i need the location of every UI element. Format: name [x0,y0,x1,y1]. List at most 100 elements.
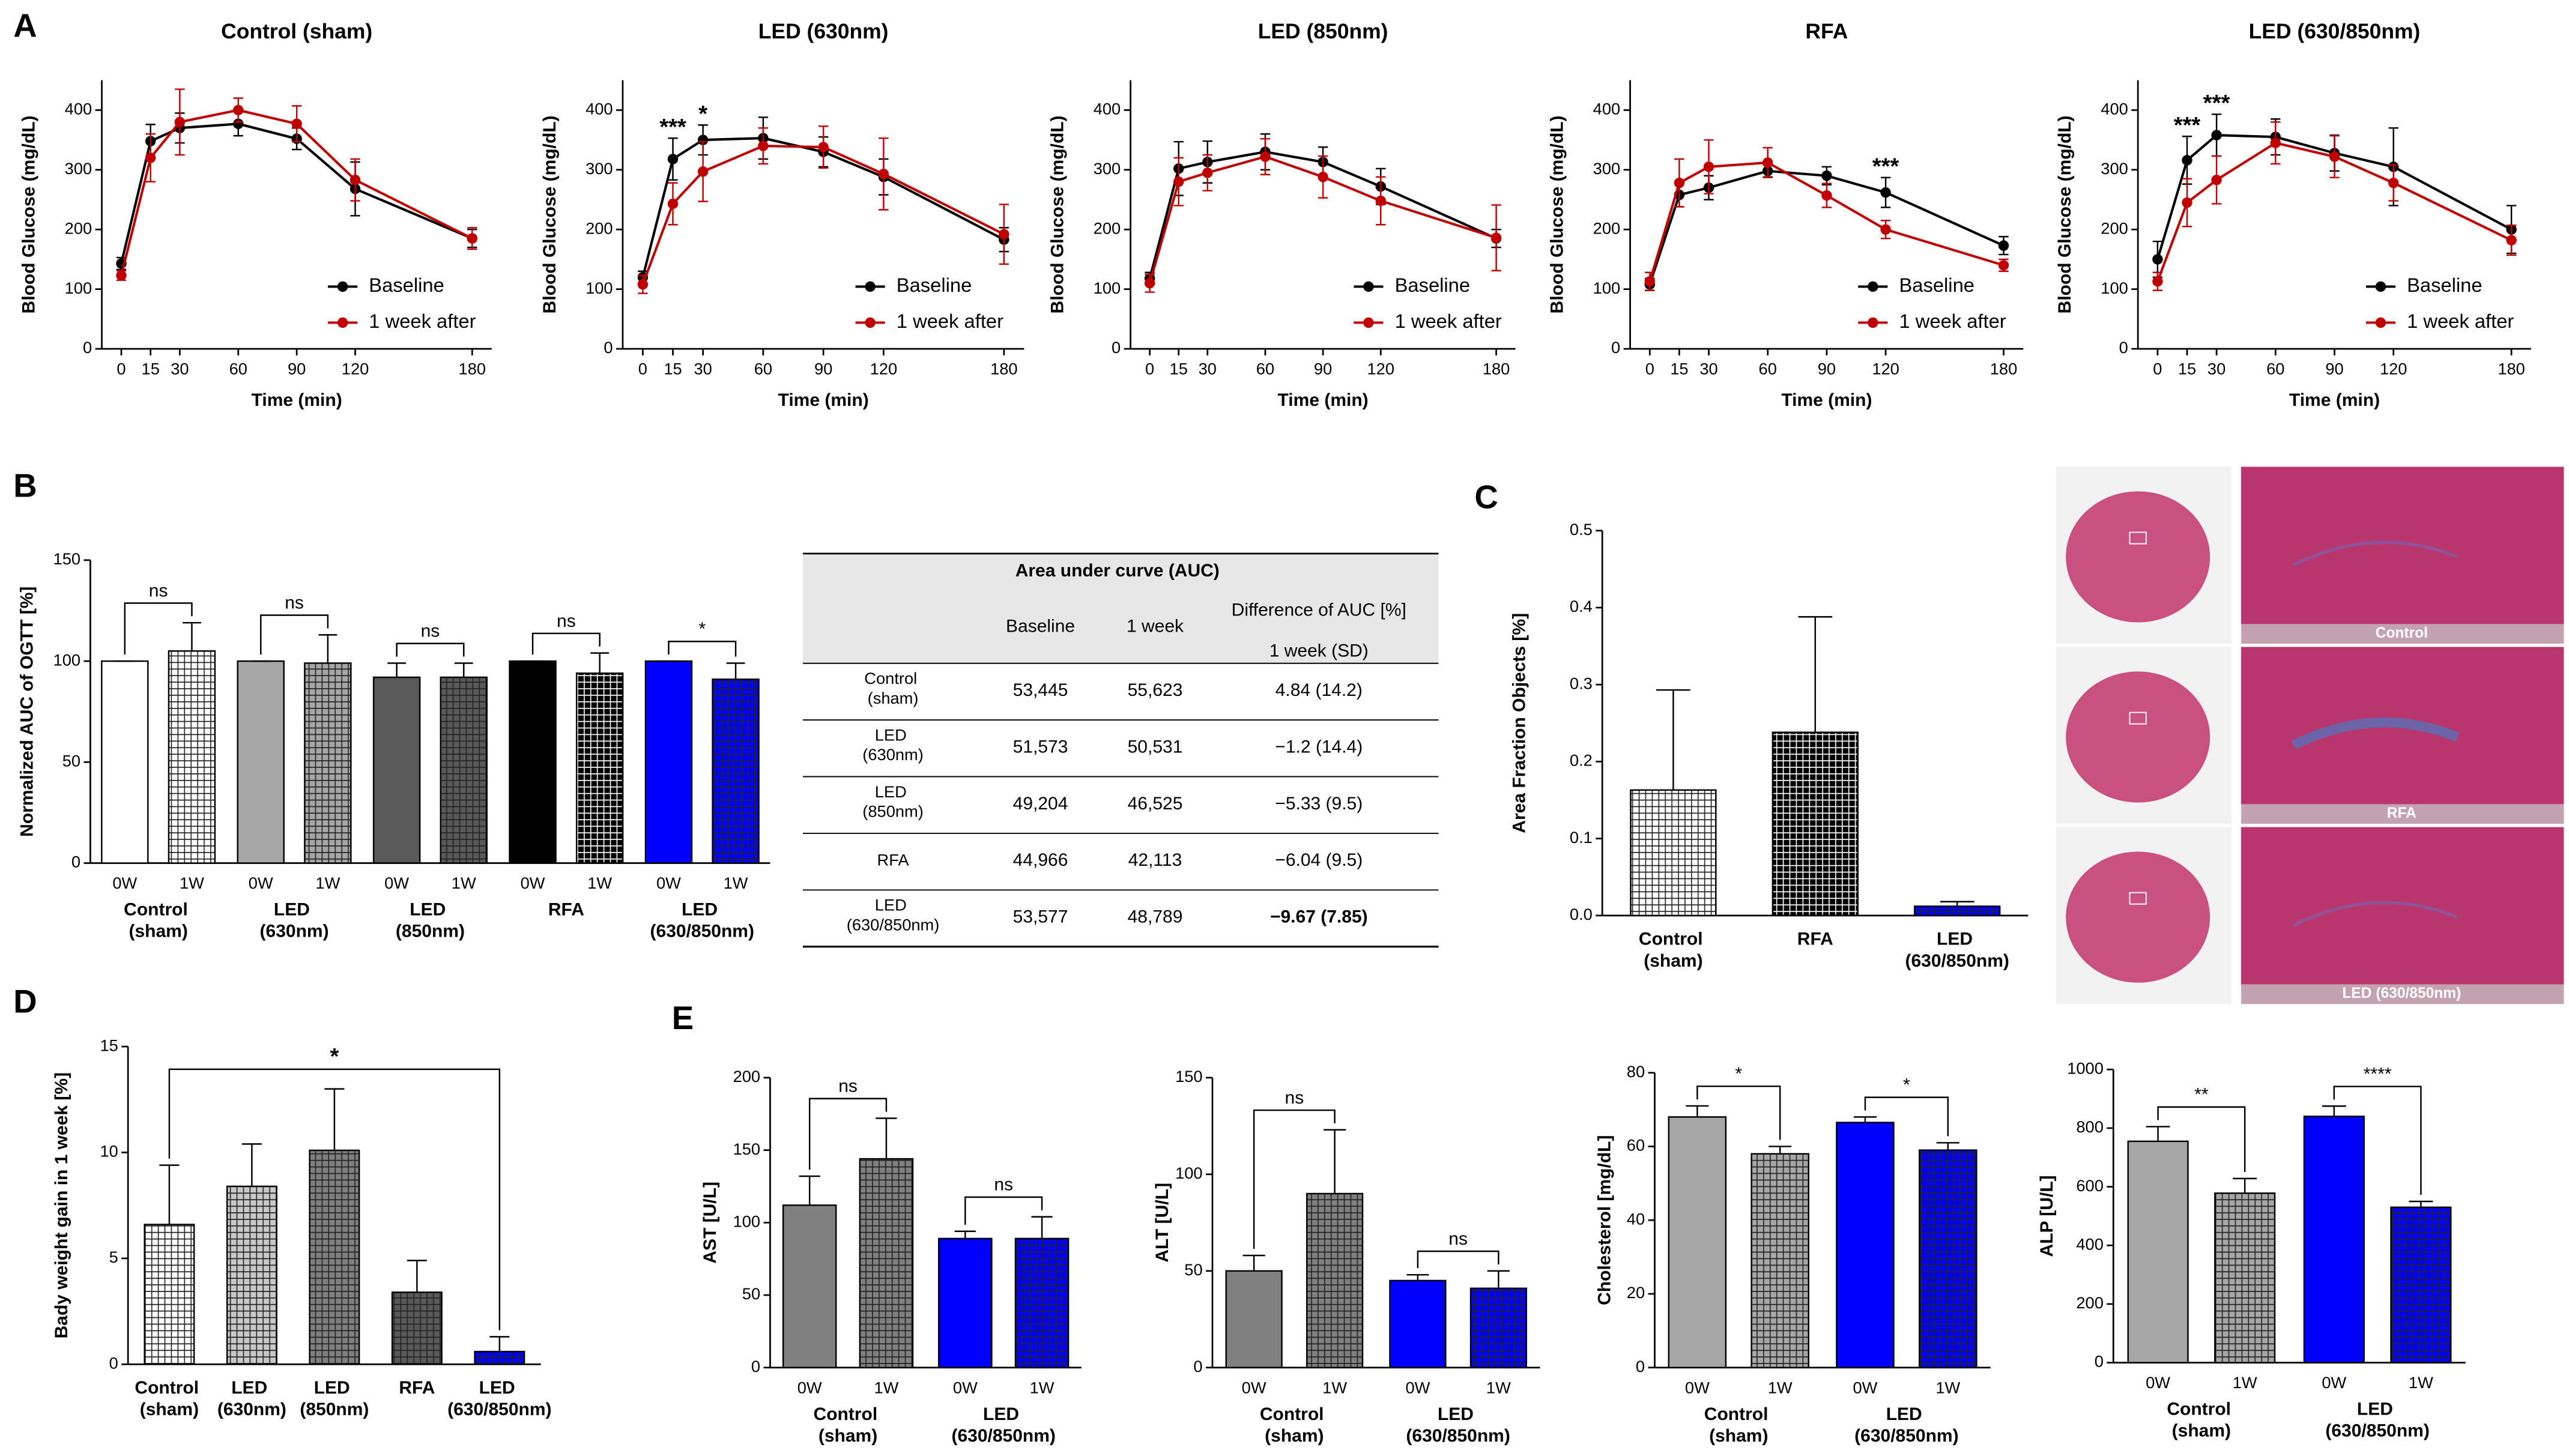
bar [101,660,149,864]
x-axis-label: Time (min) [252,390,342,410]
category-label-line: Control [135,1378,204,1398]
group-label-line: Control [2167,1400,2236,1419]
bar-sub-label: 1W [1935,1378,1960,1397]
table-cell: −9.67 (7.85) [1270,907,1368,927]
point [1318,171,1328,183]
y-tick-label: 400 [586,100,613,118]
error-bar [954,1230,976,1239]
table-cell-line: Control [864,669,921,687]
table-column-header: Baseline [1006,617,1075,636]
tissue [2066,671,2210,803]
y-tick-label: 0 [71,853,80,871]
group-label-line: (630/850nm) [2325,1421,2429,1441]
group-label-line: LED [983,1404,1024,1424]
y-tick-label: 100 [586,279,613,297]
category-label-line: LED [314,1378,355,1398]
legend-label: Baseline [897,274,972,296]
table-cell: −1.2 (14.4) [1275,737,1363,757]
bar [237,660,285,864]
y-axis-label: Blood Glucose (mg/dL) [2055,115,2075,313]
table-subheader: 1 week (SD) [1269,641,1369,661]
error-bar [1798,616,1833,733]
x-tick-label: 60 [1256,360,1274,378]
point [1375,195,1386,207]
significance-bracket [124,602,193,655]
category-label-line: LED [479,1378,520,1398]
point [1260,151,1271,162]
table-column-header: 1 week [1127,617,1184,636]
group-label-line: (630/850nm) [650,922,754,941]
legend-label: 1 week after [1395,310,1502,332]
bar-sub-label: 1W [1322,1378,1347,1397]
error-bar [159,1164,180,1225]
point [174,116,186,127]
point [145,153,156,163]
table-cell-line: (630nm) [862,745,924,764]
group-label: LED (630/850nm) [650,900,754,941]
point [2152,254,2163,265]
y-tick-label: 200 [586,219,613,237]
error-bar [590,652,610,674]
error-bar [876,1117,897,1159]
category-label-line: Control [1639,929,1708,949]
table-cell-line: LED [875,782,912,801]
table-cell-line: (850nm) [862,802,924,821]
bar-sub-label: 0W [797,1378,822,1397]
point [1644,276,1656,287]
y-tick-label: 15 [100,1036,118,1054]
category-label-line: LED [1937,929,1977,949]
group-label: Control (sham) [124,900,193,941]
group-label-line: (sham) [1265,1426,1324,1446]
y-axis-label: Blood Glucose (mg/dL) [1547,115,1567,313]
group-label-line: (630/850nm) [951,1426,1055,1446]
group-label-line: Control [124,900,193,920]
group-label: LED (850nm) [396,900,465,941]
y-tick-label: 80 [1627,1062,1645,1081]
group-label-line: LED [1438,1404,1478,1424]
y-axis-label: ALT [U/L] [1152,1183,1172,1263]
table-cell: 42,113 [1128,850,1182,870]
group-label-line: (sham) [1709,1426,1768,1446]
significance-bracket [964,1196,1043,1225]
label-band [2241,984,2564,1004]
x-tick-label: 60 [754,360,772,378]
legend-marker [337,281,348,292]
category-label-line: (sham) [140,1400,199,1419]
error-bar [183,621,201,651]
x-axis-label: Time (min) [1781,390,1872,410]
micrograph [2241,647,2564,824]
legend-marker [865,317,876,328]
bar [1469,1287,1527,1368]
error-bar [2322,1105,2346,1117]
error-bar [799,1175,820,1206]
bar [372,676,421,864]
bar [1306,1192,1364,1368]
legend-marker [337,317,348,328]
point [1821,190,1832,201]
y-tick-label: 100 [65,279,92,297]
y-tick-label: 50 [62,752,80,770]
significance-label: ns [421,621,440,641]
bar [440,676,488,864]
bar [1914,905,2001,917]
group-label: LED (630nm) [260,900,329,941]
y-tick-label: 200 [2101,219,2128,237]
x-tick-label: 15 [1670,360,1688,378]
significance-label: * [698,619,706,639]
y-axis-label: Normalized AUC of OGTT [%] [17,587,37,837]
point [758,140,769,151]
point [667,198,679,210]
panel-label: C [1474,479,1498,515]
table-cell: RFA [877,850,910,869]
category-label: LED (850nm) [300,1378,369,1419]
y-tick-label: 1000 [2067,1059,2104,1077]
chart-title: LED (850nm) [1258,19,1388,43]
point [2182,155,2192,166]
group-label: Control (sham) [1704,1404,1773,1446]
table-cell: 55,623 [1128,680,1183,700]
zoom-box [2129,531,2147,545]
bar-sub-label: 0W [656,874,681,892]
y-tick-label: 0 [1112,338,1121,357]
table-cell: LED (630/850nm) [847,896,940,934]
legend-label: 1 week after [1899,310,2006,332]
